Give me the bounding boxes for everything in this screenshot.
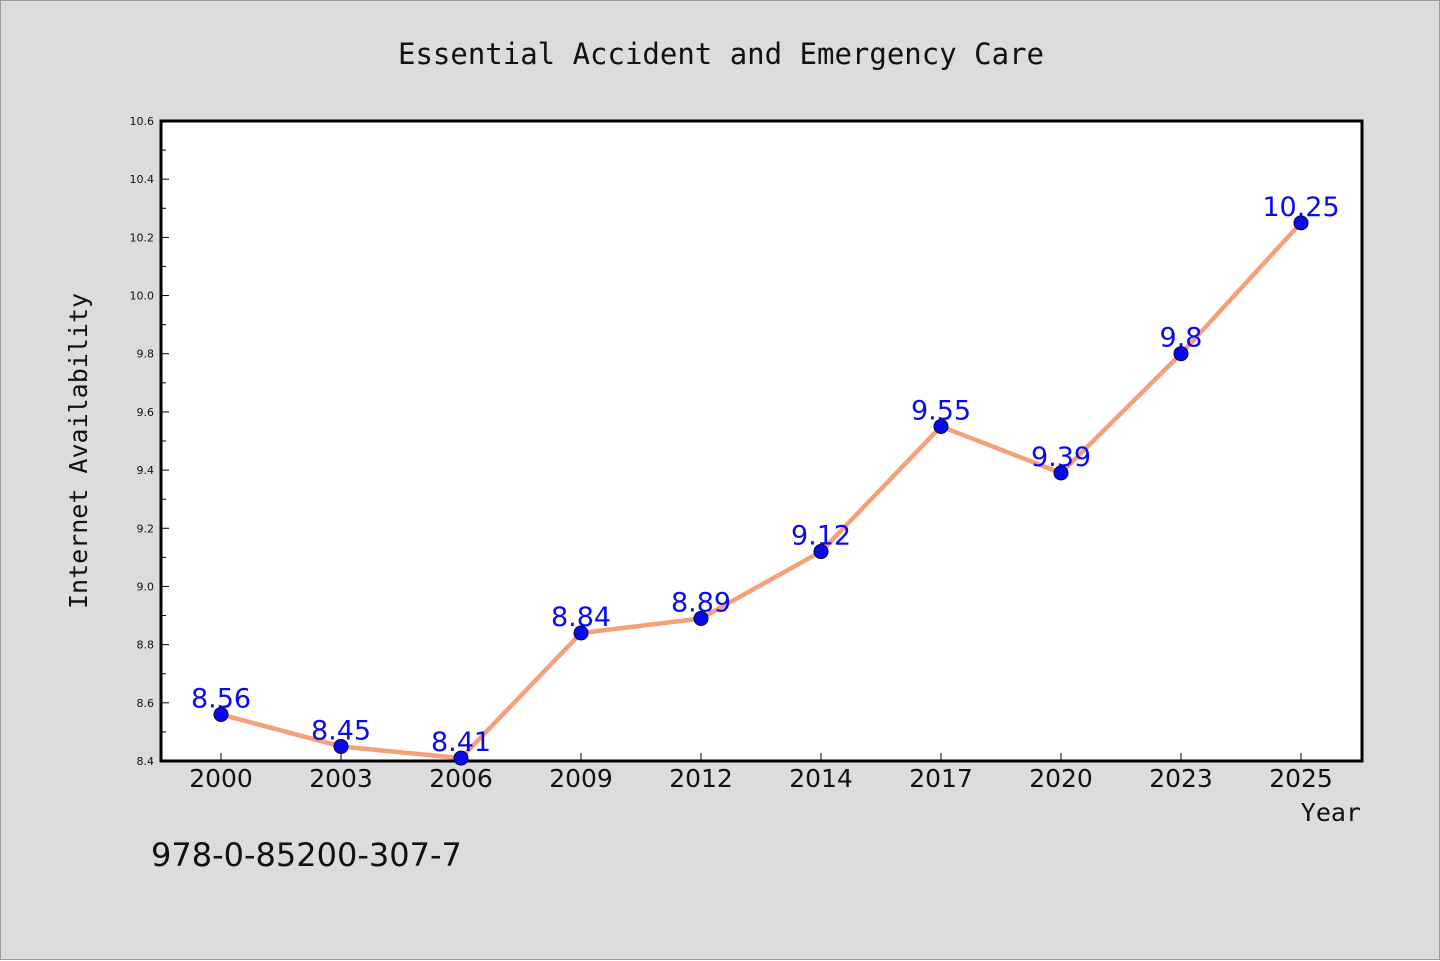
- x-tick-label: 2020: [1029, 764, 1093, 793]
- y-axis-label: Internet Availability: [64, 293, 93, 609]
- y-tick-label: 8.8: [137, 639, 155, 652]
- y-tick-label: 8.6: [137, 697, 155, 710]
- y-tick-label: 10.6: [130, 115, 155, 128]
- data-label: 8.56: [191, 683, 251, 714]
- y-tick-label: 10.0: [130, 290, 155, 303]
- x-axis: 2000 2003 2006 2009 2012 2014 2017 2020 2023 2025: [189, 753, 1333, 793]
- data-point: [1053, 465, 1069, 481]
- data-point: [813, 544, 829, 560]
- x-tick-label: 2017: [909, 764, 973, 793]
- y-tick-label: 9.8: [137, 348, 155, 361]
- data-point: [693, 610, 709, 626]
- x-tick-label: 2000: [189, 764, 253, 793]
- data-label: 9.39: [1031, 442, 1091, 473]
- data-label: 9.55: [911, 395, 971, 426]
- x-axis-label: Year: [1301, 798, 1361, 827]
- y-tick-label: 8.4: [137, 755, 155, 768]
- y-axis: 8.4 8.6 8.8 9.0 9.2 9.4 9.6 9.8 10.0 10.2 10.4 10.6: [130, 115, 169, 768]
- data-point: [453, 750, 469, 766]
- data-label: 8.45: [311, 715, 371, 746]
- series-line: [218, 220, 1304, 761]
- x-tick-label: 2025: [1269, 764, 1333, 793]
- y-tick-label: 10.2: [130, 231, 155, 244]
- y-tick-label: 9.0: [137, 580, 155, 593]
- x-tick-label: 2009: [549, 764, 613, 793]
- x-tick-label: 2023: [1149, 764, 1213, 793]
- x-tick-label: 2003: [309, 764, 373, 793]
- data-point: [573, 625, 589, 641]
- data-point: [333, 738, 349, 754]
- data-label: 8.84: [551, 602, 611, 633]
- data-label: 8.89: [671, 587, 731, 618]
- data-point: [213, 706, 229, 722]
- data-labels: 8.56 8.45 8.41 8.84 8.89 9.12 9.55 9.39 9.8 10.25: [191, 192, 1340, 758]
- data-label: 8.41: [431, 727, 491, 758]
- plot-area: [159, 119, 1364, 763]
- x-tick-label: 2014: [789, 764, 853, 793]
- data-label: 9.8: [1160, 323, 1203, 354]
- x-tick-label: 2012: [669, 764, 733, 793]
- y-tick-label: 9.6: [137, 406, 155, 419]
- data-label: 10.25: [1262, 192, 1339, 223]
- y-tick-label: 9.4: [137, 464, 155, 477]
- y-tick-label: 9.2: [137, 522, 155, 535]
- footer-code: 978-0-85200-307-7: [151, 836, 462, 874]
- data-point: [1293, 215, 1309, 231]
- x-tick-label: 2006: [429, 764, 493, 793]
- data-point: [1173, 346, 1189, 362]
- y-tick-label: 10.4: [130, 173, 155, 186]
- series-markers: [213, 215, 1309, 766]
- data-point: [933, 418, 949, 434]
- data-label: 9.12: [791, 521, 851, 552]
- chart-title: Essential Accident and Emergency Care: [398, 37, 1044, 71]
